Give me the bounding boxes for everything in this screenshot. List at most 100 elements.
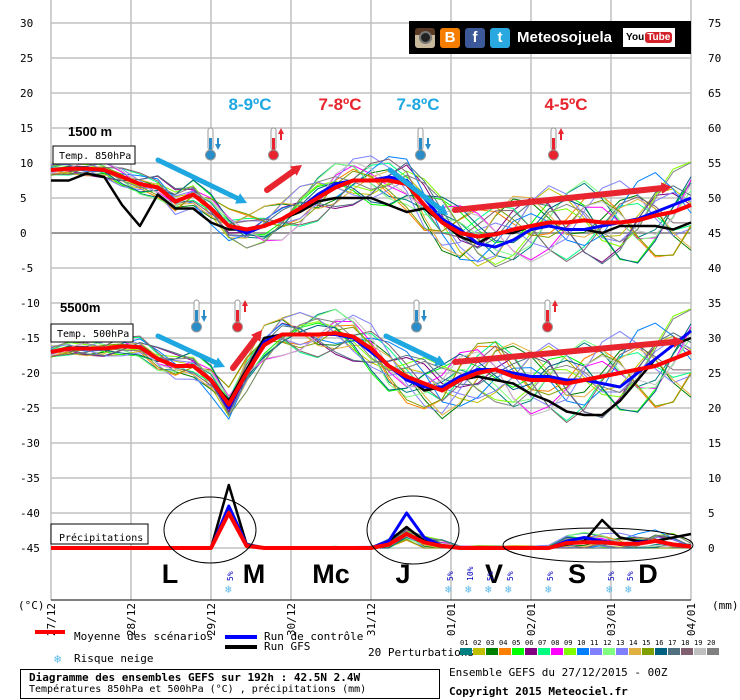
- youtube-icon[interactable]: You Tube: [623, 28, 676, 47]
- perturbation-swatch: 18: [681, 639, 694, 655]
- perturbation-line: [50, 160, 692, 263]
- legend-control-label: Run de contrôle: [264, 630, 364, 643]
- left-axis-tick: -15: [20, 332, 40, 345]
- right-axis-tick: 75: [708, 17, 721, 30]
- snowflake-icon: ❄: [54, 652, 62, 666]
- snowflake-icon: ❄: [225, 583, 232, 596]
- arrow-head-icon: [434, 355, 446, 366]
- perturbation-line: [50, 317, 692, 417]
- weekday-label: L: [162, 559, 179, 589]
- perturbation-swatch: 15: [642, 639, 655, 655]
- trend-arrow: [155, 157, 245, 203]
- snow-percent: 5%: [446, 571, 455, 581]
- legend-gfs-swatch: [225, 645, 257, 649]
- instagram-icon[interactable]: [415, 27, 435, 48]
- thermometer-up-icon: [542, 299, 558, 333]
- perturbation-number: 09: [564, 639, 573, 647]
- brand-name: Meteosojuela: [517, 29, 613, 46]
- grid: [50, 0, 692, 601]
- snow-percent: 5%: [546, 571, 555, 581]
- ensemble-mean-line: [51, 511, 692, 550]
- arrow-head-icon: [251, 330, 262, 342]
- legend-control-swatch: [225, 635, 257, 639]
- snowflake-icon: ❄: [465, 583, 472, 596]
- trend-arrow: [230, 331, 262, 371]
- youtube-tube: Tube: [645, 32, 673, 43]
- snowflake-icon: ❄: [545, 583, 552, 596]
- swatch-color: [460, 648, 472, 655]
- right-axis-tick: 65: [708, 87, 721, 100]
- right-axis-tick: 5: [708, 507, 715, 520]
- right-axis-tick: 35: [708, 297, 721, 310]
- chart-title: Diagramme des ensembles GEFS sur 192h : …: [29, 671, 361, 684]
- perturbation-number: 05: [512, 639, 521, 647]
- perturbation-number: 04: [499, 639, 508, 647]
- swatch-color: [668, 648, 680, 655]
- legend-perturbations-label: 20 Perturbations: [368, 646, 474, 659]
- snow-percent: 5%: [607, 571, 616, 581]
- social-bar[interactable]: B f t Meteosojuela You Tube: [409, 21, 691, 54]
- snowflake-icon: ❄: [445, 583, 452, 596]
- perturbation-line: [50, 156, 692, 262]
- right-axis-tick: 25: [708, 367, 721, 380]
- perturbation-swatch: 13: [616, 639, 629, 655]
- perturbation-line: [50, 314, 692, 414]
- legend-mean-swatch: [35, 630, 65, 634]
- perturbation-number: 18: [681, 639, 690, 647]
- perturbation-line: [50, 169, 692, 257]
- perturbation-swatch: 10: [577, 639, 590, 655]
- right-axis-tick: 70: [708, 52, 721, 65]
- perturbation-swatch: 07: [538, 639, 551, 655]
- left-axis-unit: (°C): [18, 599, 45, 612]
- twitter-icon[interactable]: t: [490, 27, 510, 48]
- left-axis-tick: -45: [20, 542, 40, 555]
- perturbation-swatch: 20: [707, 639, 720, 655]
- right-axis-tick: 40: [708, 262, 721, 275]
- weekday-label: V: [485, 559, 503, 589]
- right-axis-tick: 10: [708, 472, 721, 485]
- weekday-label: S: [568, 559, 586, 589]
- facebook-icon[interactable]: f: [465, 27, 485, 48]
- perturbation-number: 02: [473, 639, 482, 647]
- perturbation-number: 16: [655, 639, 664, 647]
- right-axis-tick: 15: [708, 437, 721, 450]
- trend-arrow: [264, 165, 301, 193]
- swatch-color: [642, 648, 654, 655]
- right-axis-tick: 0: [708, 542, 715, 555]
- trend-arrow: [452, 184, 670, 213]
- snow-percent: 5%: [626, 571, 635, 581]
- perturbation-number: 03: [486, 639, 495, 647]
- left-axis-tick: -5: [20, 262, 33, 275]
- perturbation-line: [50, 318, 692, 416]
- perturbation-number: 07: [538, 639, 547, 647]
- perturbation-number: 17: [668, 639, 677, 647]
- blogger-icon[interactable]: B: [440, 27, 460, 48]
- thermometer-down-icon: [205, 127, 221, 161]
- left-axis-tick: -30: [20, 437, 40, 450]
- thermometer-down-icon: [411, 299, 427, 333]
- perturbation-swatch: 05: [512, 639, 525, 655]
- perturbation-number: 15: [642, 639, 651, 647]
- right-axis-tick: 20: [708, 402, 721, 415]
- trend-arrow: [383, 333, 444, 365]
- thermometer-down-icon: [191, 299, 207, 333]
- arrow-head-icon: [672, 336, 684, 348]
- snow-percent: 5%: [506, 571, 515, 581]
- highlight-ellipse: [366, 495, 460, 565]
- thermometer-up-icon: [548, 127, 564, 161]
- left-axis-tick: -35: [20, 472, 40, 485]
- x-axis-tick: 04/01: [685, 603, 698, 636]
- temperature-annotation: 4-5ºC: [544, 95, 587, 114]
- perturbation-line: [50, 332, 692, 422]
- legend-snow-label: Risque neige: [74, 652, 154, 665]
- weekday-label: Mc: [312, 559, 350, 589]
- temperature-annotation: 7-8ºC: [396, 95, 439, 114]
- perturbation-swatch: 08: [551, 639, 564, 655]
- run-info: Ensemble GEFS du 27/12/2015 - 00Z: [449, 666, 668, 679]
- perturbation-swatch: 06: [525, 639, 538, 655]
- arrow-head-icon: [436, 203, 448, 215]
- copyright: Copyright 2015 Meteociel.fr: [449, 685, 628, 698]
- x-axis-tick: 03/01: [605, 603, 618, 636]
- swatch-color: [603, 648, 615, 655]
- perturbation-swatch: 01: [460, 639, 473, 655]
